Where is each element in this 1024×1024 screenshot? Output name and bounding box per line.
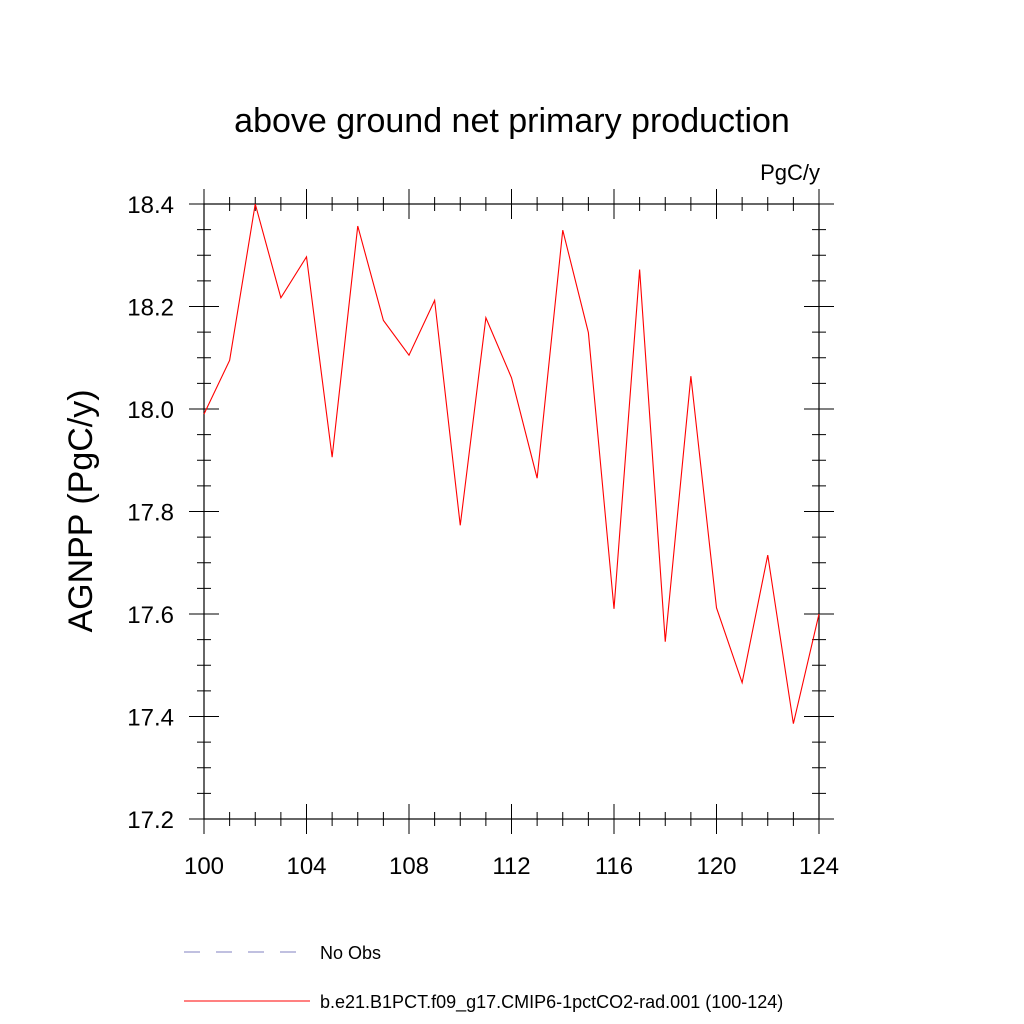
y-axis-label: AGNPP (PgC/y) bbox=[62, 389, 100, 632]
x-tick-label: 112 bbox=[492, 853, 530, 880]
y-tick-label: 17.2 bbox=[127, 807, 174, 834]
legend-label-no-obs: No Obs bbox=[320, 943, 381, 963]
series-line-0 bbox=[203, 203, 820, 724]
x-tick-label: 108 bbox=[389, 853, 429, 880]
x-tick-labels: 100 104 108 112 116 120 124 bbox=[184, 853, 839, 880]
units-label: PgC/y bbox=[760, 160, 820, 185]
y-tick-label: 18.0 bbox=[127, 397, 174, 424]
x-tick-label: 104 bbox=[286, 853, 326, 880]
chart-title: above ground net primary production bbox=[234, 102, 790, 140]
y-tick-label: 17.8 bbox=[127, 500, 174, 527]
y-tick-label: 18.4 bbox=[127, 192, 174, 219]
series-layer bbox=[203, 203, 820, 724]
y-tick-label: 17.4 bbox=[127, 705, 174, 732]
y-tick-label: 17.6 bbox=[127, 602, 174, 629]
y-tick-labels: 17.2 17.4 17.6 17.8 18.0 18.2 18.4 bbox=[127, 192, 174, 834]
y-tick-label: 18.2 bbox=[127, 295, 174, 322]
legend: No Obs b.e21.B1PCT.f09_g17.CMIP6-1pctCO2… bbox=[184, 943, 783, 1013]
x-tick-label: 100 bbox=[184, 853, 224, 880]
plot-frame bbox=[203, 203, 820, 820]
x-tick-label: 120 bbox=[696, 853, 736, 880]
axis-ticks bbox=[189, 189, 834, 834]
x-tick-label: 116 bbox=[595, 853, 633, 880]
legend-label-series: b.e21.B1PCT.f09_g17.CMIP6-1pctCO2-rad.00… bbox=[320, 992, 783, 1013]
x-tick-label: 124 bbox=[799, 853, 839, 880]
